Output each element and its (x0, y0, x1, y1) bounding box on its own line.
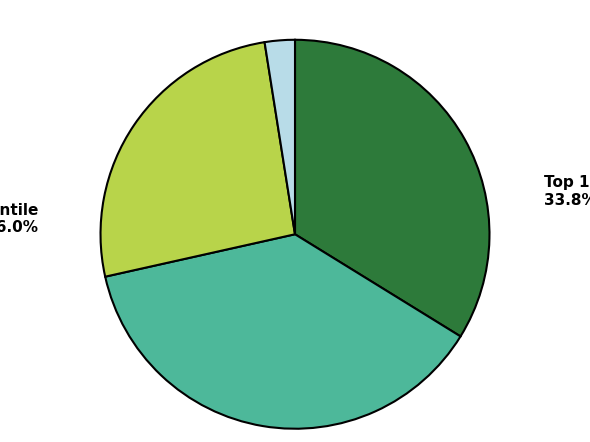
Wedge shape (100, 42, 295, 277)
Text: 50-90 Percentile
26.0%: 50-90 Percentile 26.0% (0, 202, 38, 235)
Wedge shape (295, 40, 490, 336)
Wedge shape (264, 40, 295, 234)
Wedge shape (105, 234, 461, 429)
Text: Top 1%
33.8%: Top 1% 33.8% (544, 175, 590, 208)
